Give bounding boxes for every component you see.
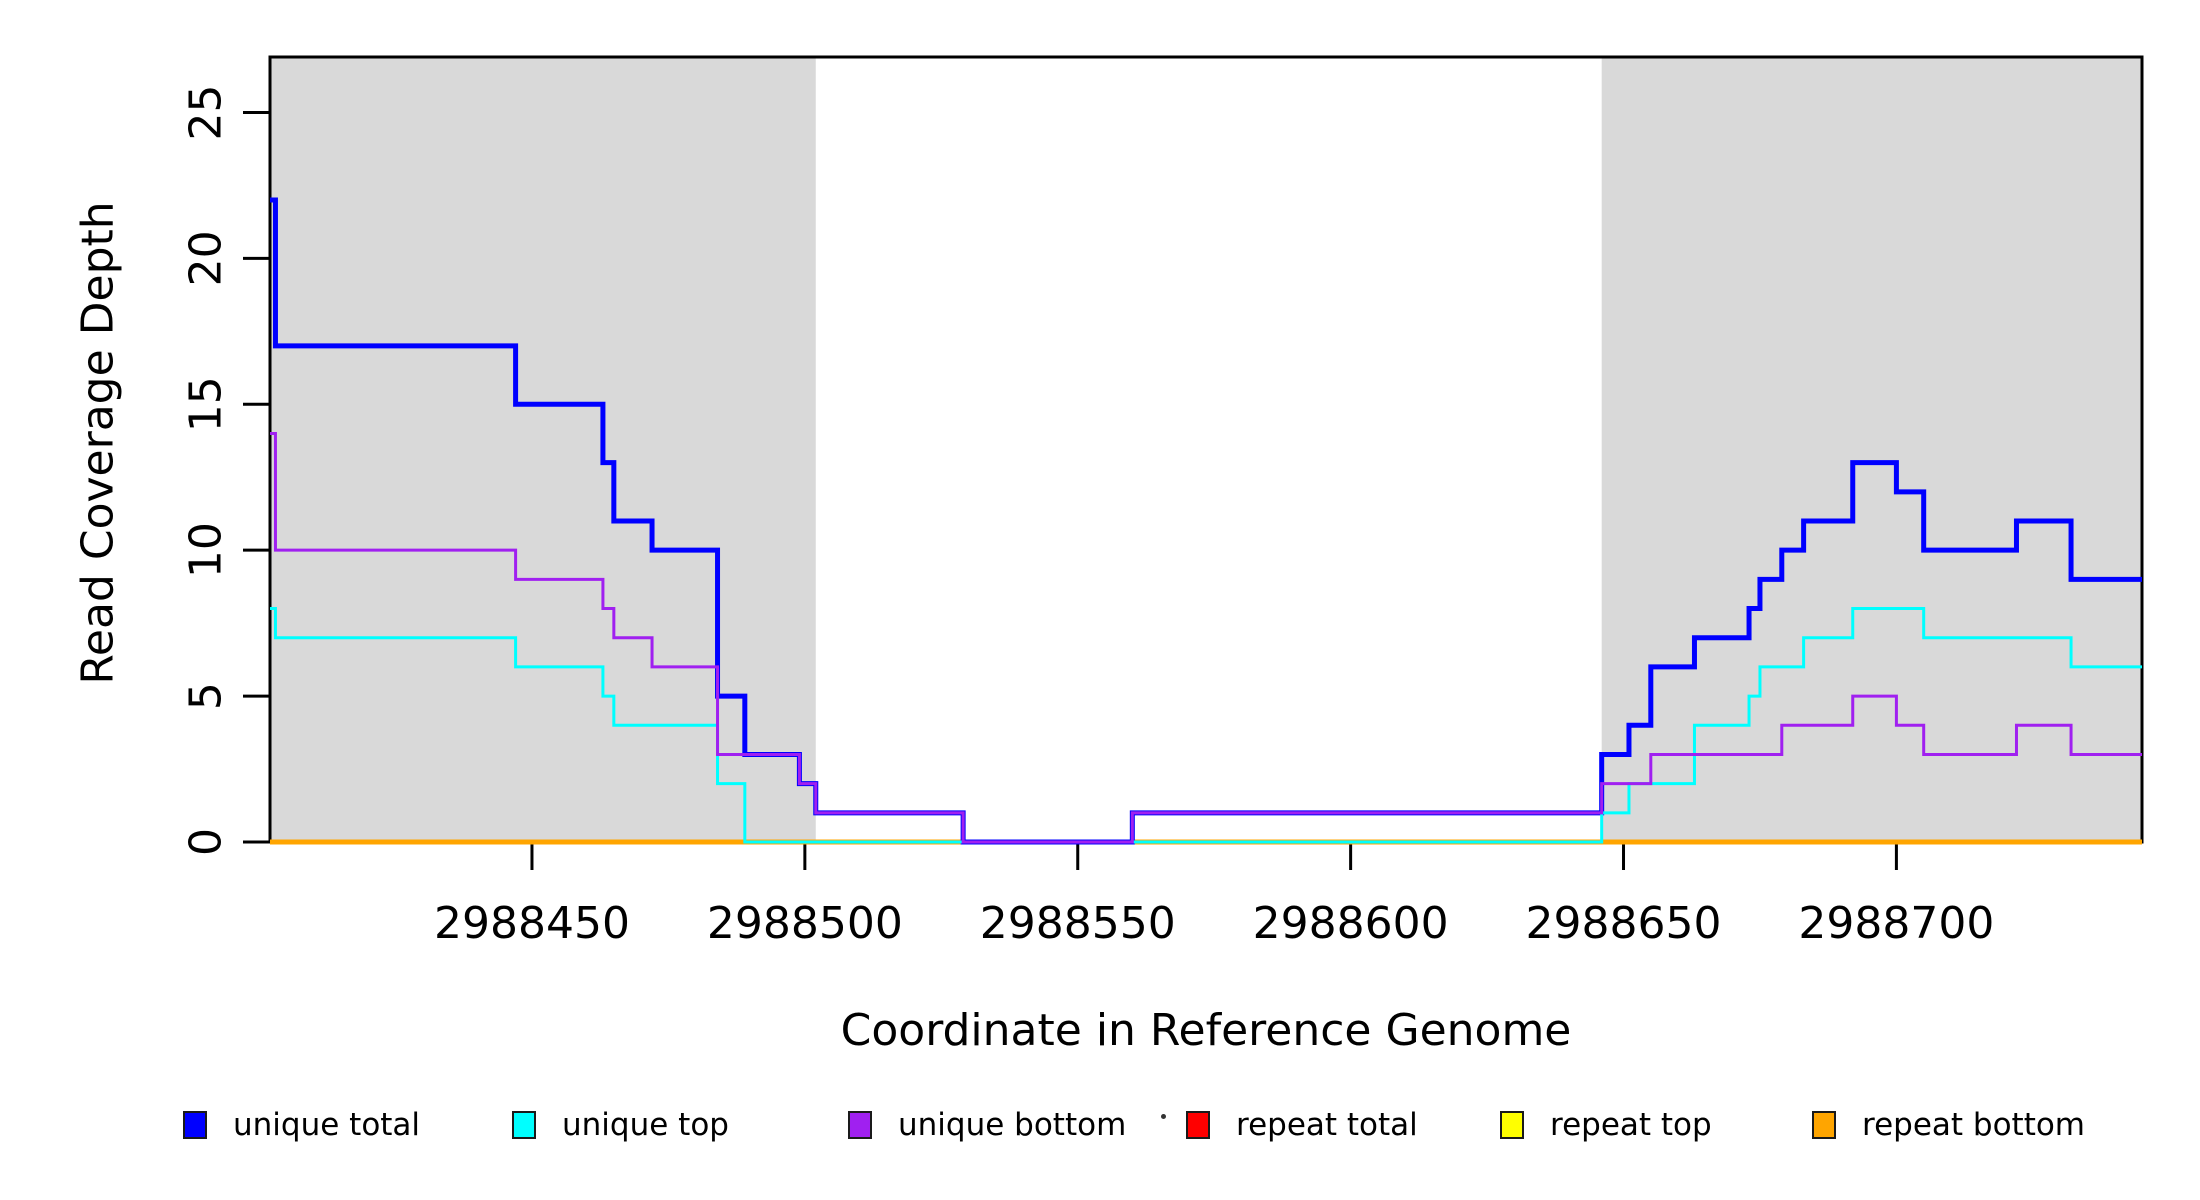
shaded-region [270,57,816,842]
x-tick-label: 2988500 [707,898,903,949]
series-line-unique-bottom [270,431,2142,844]
y-tick-label: 25 [180,84,231,140]
shaded-region [1601,57,2142,842]
x-tick-label: 2988450 [434,898,630,949]
y-tick-label: 20 [180,230,231,286]
y-tick-label: 5 [180,682,231,710]
y-tick-label: 0 [180,828,231,856]
x-tick-label: 2988700 [1798,898,1994,949]
x-tick-label: 2988550 [980,898,1176,949]
y-tick-label: 10 [180,522,231,578]
series-line-unique-top [270,607,2142,844]
y-axis-title: Read Coverage Depth [72,201,124,685]
x-tick-label: 2988600 [1253,898,1449,949]
stray-dot [1161,1114,1166,1119]
series-line-unique-total [270,197,2142,845]
x-tick-label: 2988650 [1526,898,1722,949]
y-tick-label: 15 [180,376,231,432]
x-axis-title: Coordinate in Reference Genome [840,1005,1572,1056]
